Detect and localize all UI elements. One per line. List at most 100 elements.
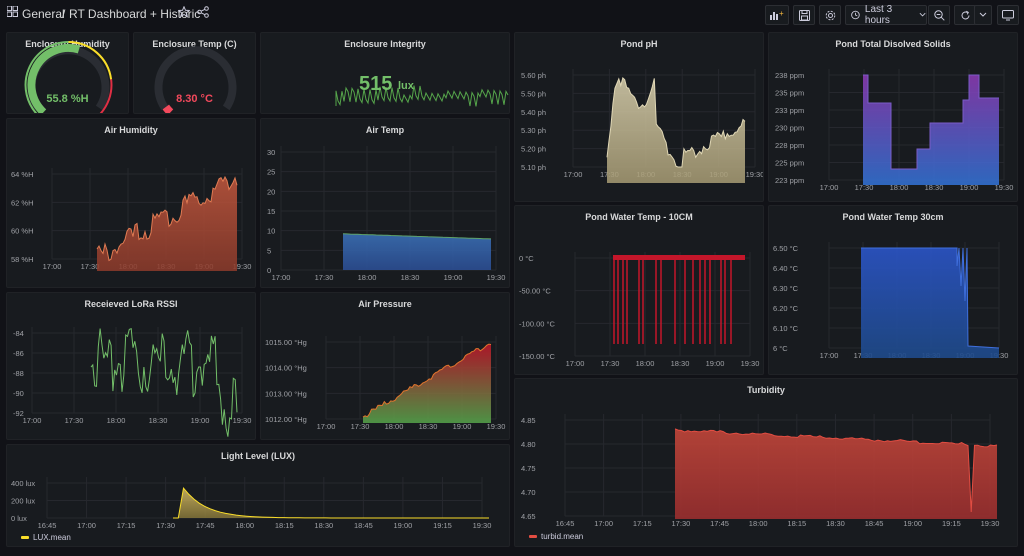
x-tick-label: 18:30 (826, 519, 845, 528)
gauge-value: 55.8 %H (46, 93, 89, 105)
x-tick-label: 19:00 (903, 519, 922, 528)
legend-color-swatch (21, 536, 29, 539)
x-tick-label: 17:30 (601, 359, 620, 368)
y-tick-label: 228 ppm (775, 141, 804, 150)
y-tick-label: 6.40 °C (773, 264, 799, 273)
panel-title: Pond Total Disolved Solids (835, 39, 951, 49)
y-tick-label: 4.65 (521, 512, 536, 521)
gauge-value-arc (162, 104, 174, 113)
y-tick-label: -88 (13, 369, 24, 378)
gauge-threshold-segment (68, 41, 113, 80)
y-tick-label: 58 %H (11, 255, 34, 264)
panel-pond-tds[interactable]: Pond Total Disolved Solids 238 ppm 235 pp… (768, 32, 1018, 202)
share-icon[interactable] (197, 6, 209, 21)
pressure-series-line (362, 343, 492, 418)
x-tick-label: 18:00 (358, 273, 377, 282)
y-tick-label: -50.00 °C (519, 287, 551, 296)
legend-color-swatch (529, 535, 537, 538)
x-tick-label: 17:30 (855, 183, 874, 192)
y-tick-label: 230 ppm (775, 124, 804, 133)
monitor-icon (1002, 9, 1014, 20)
x-tick-label: 17:30 (156, 521, 175, 530)
panel-water-temp-10cm[interactable]: Pond Water Temp - 10CM 0 °C -50.00 °C -100… (514, 205, 764, 375)
x-tick-label: 17:00 (77, 521, 96, 530)
turbidity-chart: 4.85 4.80 4.75 4.70 4.65 16:45 17:00 17:15 17:30… (521, 414, 999, 528)
x-tick-label: 19:30 (995, 183, 1014, 192)
x-tick-label: 17:00 (43, 262, 62, 271)
x-tick-label: 17:45 (196, 521, 215, 530)
panel-pond-ph[interactable]: Pond pH 5.60 ph 5.50 ph 5.40 ph 5.30 ph 5.20… (514, 32, 764, 202)
tv-mode-button[interactable] (997, 5, 1019, 25)
legend-item[interactable]: LUX.mean (21, 533, 71, 542)
light-series-line (173, 486, 489, 519)
y-tick-label: 238 ppm (775, 71, 804, 80)
panel-title: Receieved LoRa RSSI (84, 299, 178, 309)
gauge-value-arc (27, 43, 81, 113)
panel-water-temp-30cm[interactable]: Pond Water Temp 30cm 6.50 °C 6.40 °C 6.30 … (768, 205, 1018, 375)
save-dashboard-button[interactable] (793, 5, 815, 25)
x-tick-label: 19:30 (473, 521, 492, 530)
y-tick-label: 5.30 ph (521, 126, 546, 135)
x-tick-label: 17:00 (23, 416, 42, 425)
x-tick-label: 18:30 (671, 359, 690, 368)
x-tick-label: 18:30 (149, 416, 168, 425)
time-range-picker[interactable]: Last 3 hours (845, 4, 927, 26)
air-temp-chart: 30 25 20 15 10 5 017:00 17:30 18:00 18:30 19:00 19:… (267, 146, 506, 282)
x-tick-label: 18:30 (419, 422, 438, 431)
water10-baseline (613, 255, 745, 260)
panel-air-humidity[interactable]: Air Humidity 64 %H 62 %H 60 %H 58 %H 17:00 17… (6, 118, 256, 288)
x-tick-label: 17:30 (351, 422, 370, 431)
dashboard-title[interactable]: RT Dashboard + Historic (69, 7, 201, 21)
x-tick-label: 16:45 (38, 521, 57, 530)
panel-air-pressure[interactable]: Air Pressure 1015.00 °Hg 1014.00 °Hg 1013.… (260, 292, 510, 440)
x-tick-label: 19:30 (487, 273, 506, 282)
panel-title: Pond Water Temp - 10CM (585, 212, 693, 222)
ph-series-line (606, 76, 746, 168)
tds-series-area (863, 75, 999, 185)
x-tick-label: 17:30 (315, 273, 334, 282)
y-tick-label: 223 ppm (775, 176, 804, 185)
x-tick-label: 19:00 (191, 416, 210, 425)
y-tick-label: 15 (267, 207, 275, 216)
panel-light-level[interactable]: Light Level (LUX) 400 lux 200 lux 0 lux 16:… (6, 444, 510, 547)
stat-unit: lux (398, 80, 414, 92)
y-tick-label: 4.80 (521, 440, 536, 449)
legend-label: LUX.mean (33, 533, 71, 542)
refresh-interval-dropdown[interactable] (974, 5, 992, 25)
y-tick-label: 5.60 ph (521, 71, 546, 80)
panel-enclosure-integrity[interactable]: Enclosure Integrity 515 lux (260, 32, 510, 114)
add-panel-button[interactable]: + (765, 5, 789, 25)
x-tick-label: 17:00 (820, 351, 839, 360)
water10-series (613, 255, 745, 344)
panel-lora-rssi[interactable]: Receieved LoRa RSSI -84 -86 -88 -90 -92 17:00… (6, 292, 256, 440)
light-level-chart: 400 lux 200 lux 0 lux 16:45 17:00 17:15 17:30 1… (11, 477, 492, 530)
x-tick-label: 18:30 (401, 273, 420, 282)
star-icon[interactable] (177, 5, 191, 21)
y-tick-label: 5.10 ph (521, 163, 546, 172)
panel-turbidity[interactable]: Turbidity 4.85 4.80 4.75 4.70 4.65 16:45 17:00… (514, 378, 1018, 547)
panel-title: Air Pressure (358, 299, 412, 309)
zoom-out-button[interactable] (928, 5, 950, 25)
y-tick-label: -100.00 °C (519, 319, 556, 328)
gauge-value: 8.30 °C (176, 93, 213, 105)
y-tick-label: 400 lux (11, 479, 35, 488)
panel-enclosure-temp[interactable]: Enclosure Temp (C) 8.30 °C (133, 32, 256, 114)
legend-item[interactable]: turbid.mean (529, 532, 583, 541)
panel-enclosure-humidity[interactable]: Enclosure Humidity 55.8 %H (6, 32, 129, 114)
panel-air-temp[interactable]: Air Temp 30 25 20 15 10 5 0 17:00 17:30 18:00 18:3… (260, 118, 510, 288)
air-temp-series-area (343, 233, 491, 270)
tds-chart: 238 ppm 235 ppm 233 ppm 230 ppm 228 ppm 225 p… (775, 69, 1014, 192)
time-range-label: Last 3 hours (864, 4, 893, 26)
breadcrumb-folder[interactable]: General (22, 7, 65, 21)
y-tick-label: -86 (13, 349, 24, 358)
x-tick-label: 17:00 (564, 170, 583, 179)
dashboard-settings-button[interactable] (819, 5, 841, 25)
y-tick-label: 200 lux (11, 497, 35, 506)
x-tick-label: 19:15 (433, 521, 452, 530)
panel-title: Pond Water Temp 30cm (842, 212, 944, 222)
refresh-button[interactable] (954, 5, 976, 25)
dashboards-grid-icon[interactable] (6, 5, 18, 20)
y-tick-label: 4.75 (521, 464, 536, 473)
water30-series-area (861, 248, 999, 358)
